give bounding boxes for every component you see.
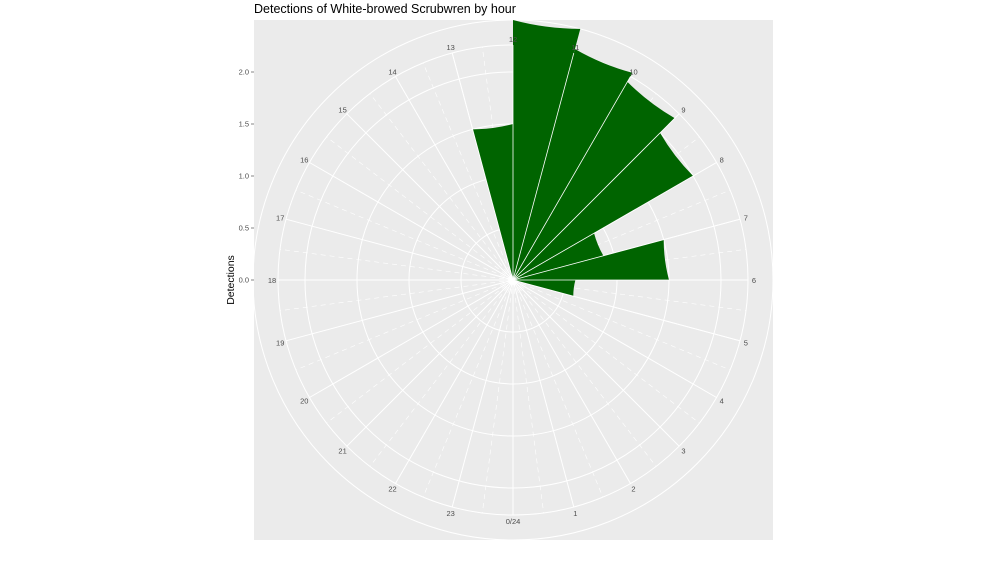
y-tick-label: 0.0 xyxy=(239,276,249,285)
chart-title: Detections of White-browed Scrubwren by … xyxy=(254,2,516,16)
major-spoke xyxy=(309,279,514,398)
hour-label: 18 xyxy=(268,276,276,285)
hour-label: 16 xyxy=(300,156,308,165)
major-spoke xyxy=(512,279,717,398)
hour-label: 2 xyxy=(631,485,635,494)
hour-label: 19 xyxy=(276,338,284,347)
hour-label: 11 xyxy=(571,43,579,52)
major-spoke xyxy=(512,279,680,447)
hour-label: 20 xyxy=(300,397,308,406)
bar-divider xyxy=(512,76,631,281)
hour-label: 17 xyxy=(276,214,284,223)
bars xyxy=(451,20,748,342)
minor-spoke xyxy=(369,93,514,281)
minor-spoke xyxy=(422,279,514,498)
bar-divider xyxy=(512,162,717,281)
major-spoke xyxy=(346,279,514,447)
hour-label: 0/24 xyxy=(506,517,521,526)
major-spoke xyxy=(395,279,514,484)
minor-spoke xyxy=(512,279,700,424)
bar-hour-8 xyxy=(513,132,694,280)
hour-label: 12 xyxy=(509,35,517,44)
hour-labels: 0/24123456789101112131415161718192021222… xyxy=(268,35,756,526)
hour-label: 8 xyxy=(720,156,724,165)
y-tick-label: 0.5 xyxy=(239,224,249,233)
hour-label: 9 xyxy=(681,106,685,115)
major-spoke xyxy=(309,162,514,281)
hour-label: 5 xyxy=(744,338,748,347)
bar-hour-9 xyxy=(513,81,675,280)
hour-label: 21 xyxy=(338,446,346,455)
hour-label: 15 xyxy=(338,106,346,115)
major-spoke xyxy=(346,113,514,281)
minor-spoke xyxy=(482,279,514,514)
major-spoke xyxy=(451,279,514,508)
minor-spoke xyxy=(512,279,731,371)
minor-spoke xyxy=(422,62,514,281)
bar-divider xyxy=(512,52,575,281)
bar-hour-11 xyxy=(513,20,581,280)
minor-spoke xyxy=(369,279,514,467)
y-tick-label: 2.0 xyxy=(239,68,249,77)
major-spoke xyxy=(395,76,514,281)
hour-label: 1 xyxy=(573,509,577,518)
y-axis: 0.0 0.5 1.0 1.5 2.0 xyxy=(239,68,254,285)
hour-label: 13 xyxy=(446,43,454,52)
hour-label: 7 xyxy=(744,214,748,223)
hour-label: 14 xyxy=(388,67,396,76)
bar-divider xyxy=(512,279,741,342)
hour-label: 4 xyxy=(720,397,724,406)
major-spoke xyxy=(285,218,514,281)
hour-label: 3 xyxy=(681,446,685,455)
major-spoke xyxy=(512,279,575,508)
minor-spoke xyxy=(512,279,544,514)
minor-spoke xyxy=(295,279,514,371)
minor-spoke xyxy=(326,136,514,281)
bar-divider xyxy=(512,218,741,281)
bar-hour-7 xyxy=(513,233,604,280)
bar-hour-10 xyxy=(513,48,633,280)
minor-spoke xyxy=(279,249,514,281)
y-tick-label: 1.5 xyxy=(239,120,249,129)
minor-spoke xyxy=(279,279,514,311)
bar-divider xyxy=(512,113,680,281)
minor-spoke xyxy=(295,189,514,281)
hour-label: 22 xyxy=(388,485,396,494)
y-tick-label: 1.0 xyxy=(239,172,249,181)
minor-spoke xyxy=(512,279,604,498)
minor-spoke xyxy=(512,279,657,467)
hour-label: 23 xyxy=(446,509,454,518)
major-spoke xyxy=(512,279,631,484)
minor-spoke xyxy=(326,279,514,424)
hour-label: 6 xyxy=(752,276,756,285)
hour-label: 10 xyxy=(629,67,637,76)
bar-divider xyxy=(451,52,514,281)
major-spoke xyxy=(285,279,514,342)
